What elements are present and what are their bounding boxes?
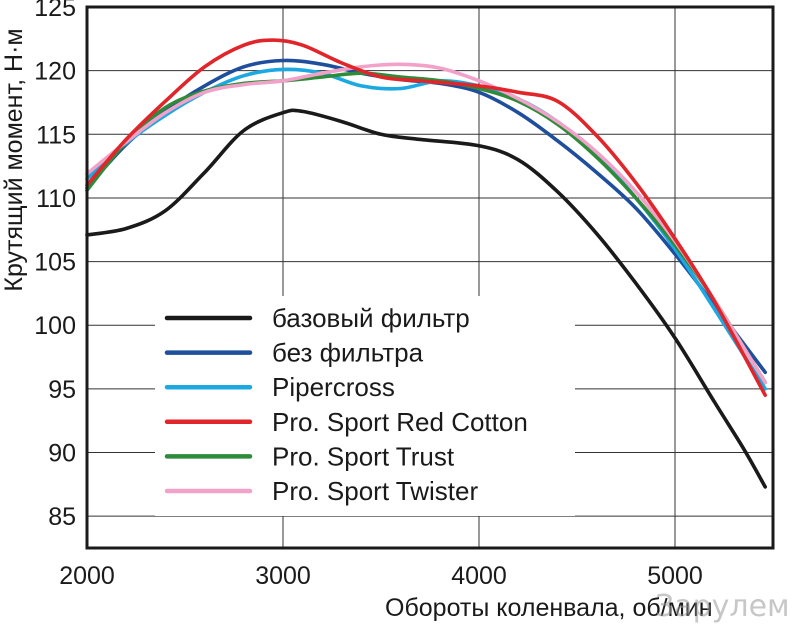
legend-label: без фильтра: [272, 338, 424, 368]
plot-frame: [85, 5, 775, 550]
y-tick-labels: 85 90 95 100 105 110 115 120 125: [34, 0, 76, 531]
legend: базовый фильтр без фильтра Pipercross Pro. …: [164, 303, 528, 506]
legend-background: [155, 296, 575, 516]
y-axis-label: Крутящий момент, Н·м: [0, 28, 28, 291]
y-tick-label: 120: [34, 58, 76, 86]
y-tick-label: 95: [48, 376, 76, 404]
x-tick-label: 4000: [451, 562, 507, 590]
x-axis-label: Обороты коленвала, об/мин: [385, 594, 713, 622]
y-tick-label: 100: [34, 312, 76, 340]
legend-label: Pro. Sport Trust: [272, 441, 455, 471]
x-tick-labels: 2000 3000 4000 5000: [59, 562, 703, 590]
y-tick-label: 90: [48, 440, 76, 468]
y-tick-label: 105: [34, 249, 76, 277]
y-tick-label: 125: [34, 0, 76, 22]
x-tick-label: 5000: [647, 562, 703, 590]
legend-label: Pro. Sport Twister: [272, 476, 478, 506]
series-line-1: [85, 108, 767, 489]
y-tick-label: 115: [36, 121, 76, 149]
series-line-4: [85, 38, 767, 397]
legend-label: Pro. Sport Red Cotton: [272, 407, 528, 437]
series-lines: [85, 38, 767, 489]
legend-label: базовый фильтр: [272, 303, 470, 333]
series-line-6: [85, 62, 767, 385]
y-tick-label: 85: [48, 503, 76, 531]
legend-label: Pipercross: [272, 372, 395, 402]
watermark-logo: Зарулем: [655, 589, 790, 624]
x-tick-label: 3000: [255, 562, 311, 590]
y-tick-label: 110: [36, 185, 76, 213]
x-tick-label: 2000: [59, 562, 115, 590]
